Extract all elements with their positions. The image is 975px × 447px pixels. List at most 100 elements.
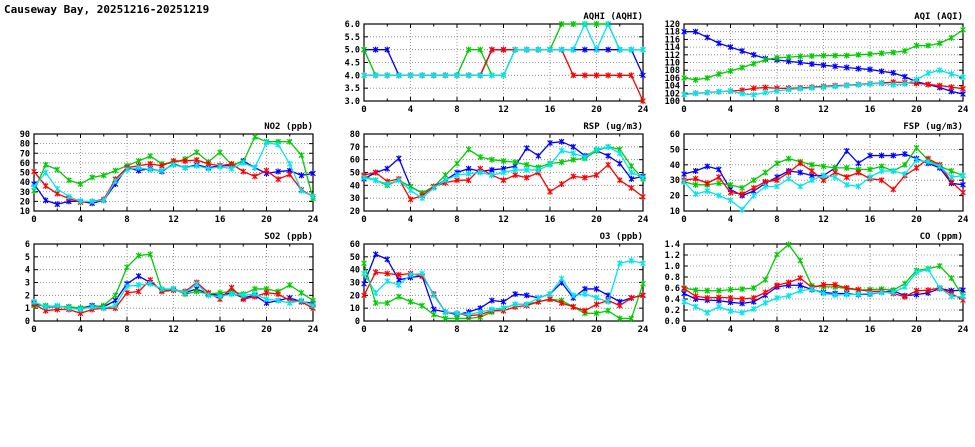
data-point-marker bbox=[855, 160, 862, 167]
data-point-marker bbox=[240, 168, 247, 175]
data-point-marker bbox=[692, 90, 699, 97]
data-point-marker bbox=[454, 310, 460, 317]
data-point-marker bbox=[419, 72, 425, 79]
data-point-marker bbox=[809, 161, 815, 168]
x-tick-label: 20 bbox=[911, 105, 922, 115]
data-point-marker bbox=[372, 251, 379, 258]
data-point-marker bbox=[430, 292, 437, 299]
y-tick-label: 20 bbox=[350, 207, 360, 217]
data-point-marker bbox=[692, 181, 699, 188]
data-point-marker bbox=[361, 292, 367, 299]
data-point-marker bbox=[797, 282, 804, 289]
data-point-marker bbox=[298, 187, 305, 194]
data-point-marker bbox=[42, 182, 49, 189]
x-tick-label: 16 bbox=[865, 325, 876, 335]
data-point-marker bbox=[855, 65, 862, 72]
data-point-marker bbox=[878, 68, 885, 75]
chart-title-fsp: FSP (ug/m3) bbox=[903, 122, 963, 132]
data-point-marker bbox=[135, 282, 142, 289]
data-point-marker bbox=[298, 152, 305, 159]
data-point-marker bbox=[739, 47, 745, 54]
data-point-marker bbox=[681, 28, 687, 35]
x-tick-label: 8 bbox=[774, 325, 779, 335]
data-point-marker bbox=[936, 163, 943, 170]
data-point-marker bbox=[217, 149, 223, 156]
data-point-marker bbox=[442, 309, 449, 316]
x-tick-label: 20 bbox=[591, 325, 602, 335]
chart-title-rsp: RSP (ug/m3) bbox=[583, 122, 643, 132]
y-tick-label: 0 bbox=[355, 317, 360, 327]
y-tick-label: 104 bbox=[665, 82, 680, 92]
x-tick-label: 0 bbox=[361, 325, 366, 335]
data-point-marker bbox=[913, 144, 920, 151]
data-point-marker bbox=[558, 275, 565, 282]
data-point-marker bbox=[384, 256, 391, 263]
data-point-marker bbox=[558, 159, 565, 166]
y-tick-label: 30 bbox=[670, 176, 680, 186]
data-point-marker bbox=[193, 156, 200, 163]
data-point-marker bbox=[454, 160, 460, 167]
data-point-marker bbox=[925, 70, 931, 77]
data-point-marker bbox=[867, 290, 873, 297]
data-point-marker bbox=[135, 252, 142, 259]
x-tick-label: 24 bbox=[308, 215, 319, 225]
data-point-marker bbox=[727, 67, 734, 74]
data-point-marker bbox=[902, 151, 908, 158]
data-point-marker bbox=[100, 305, 107, 312]
x-tick-label: 16 bbox=[545, 105, 556, 115]
data-point-marker bbox=[797, 257, 804, 264]
x-tick-label: 24 bbox=[638, 215, 649, 225]
data-point-marker bbox=[217, 293, 223, 300]
data-point-marker bbox=[704, 89, 711, 96]
y-tick-label: 20 bbox=[20, 197, 30, 207]
y-tick-label: 0.4 bbox=[665, 295, 680, 305]
data-point-marker bbox=[616, 72, 623, 79]
data-point-marker bbox=[809, 84, 815, 91]
data-point-marker bbox=[739, 206, 745, 213]
chart-title-no2: NO2 (ppb) bbox=[264, 122, 313, 132]
data-point-marker bbox=[89, 303, 95, 310]
data-point-marker bbox=[809, 167, 815, 174]
data-point-marker bbox=[419, 195, 425, 202]
data-point-marker bbox=[372, 289, 379, 296]
y-tick-label: 1.4 bbox=[665, 240, 680, 250]
data-point-marker bbox=[477, 309, 484, 316]
x-tick-label: 4 bbox=[408, 215, 414, 225]
chart-title-o3: O3 (ppb) bbox=[600, 232, 643, 242]
data-point-marker bbox=[263, 289, 270, 296]
y-tick-label: 10 bbox=[670, 207, 680, 217]
data-point-marker bbox=[31, 168, 37, 175]
data-point-marker bbox=[867, 51, 873, 58]
y-tick-label: 90 bbox=[20, 130, 30, 140]
data-point-marker bbox=[855, 81, 862, 88]
data-point-marker bbox=[147, 251, 154, 258]
x-tick-label: 8 bbox=[774, 105, 779, 115]
chart-panel-no2: NO2 (ppb) 10 20 30 40 50 60 70 80 90 0 4 8 12 16 20 24 bbox=[0, 118, 325, 233]
data-point-marker bbox=[774, 183, 780, 190]
data-point-marker bbox=[716, 174, 722, 181]
data-point-marker bbox=[407, 196, 414, 203]
series-no2-3 bbox=[31, 139, 316, 205]
data-point-marker bbox=[31, 183, 37, 190]
y-tick-label: 3.5 bbox=[345, 84, 360, 94]
data-point-marker bbox=[785, 86, 792, 93]
series-aqhi-3 bbox=[361, 21, 646, 79]
data-point-marker bbox=[774, 282, 780, 289]
y-tick-label: 0.2 bbox=[665, 306, 680, 316]
data-point-marker bbox=[960, 91, 966, 98]
data-point-marker bbox=[716, 294, 722, 301]
data-point-marker bbox=[820, 172, 827, 179]
data-point-marker bbox=[913, 269, 920, 276]
data-point-marker bbox=[252, 173, 258, 180]
data-point-marker bbox=[54, 302, 61, 309]
data-point-marker bbox=[843, 285, 850, 291]
data-point-marker bbox=[593, 310, 600, 317]
data-point-marker bbox=[704, 163, 711, 170]
data-point-marker bbox=[523, 174, 530, 181]
data-point-marker bbox=[54, 201, 61, 208]
data-point-marker bbox=[809, 177, 815, 184]
data-point-marker bbox=[361, 46, 367, 53]
data-point-marker bbox=[890, 152, 897, 159]
data-point-marker bbox=[727, 294, 734, 301]
data-point-marker bbox=[89, 174, 95, 181]
